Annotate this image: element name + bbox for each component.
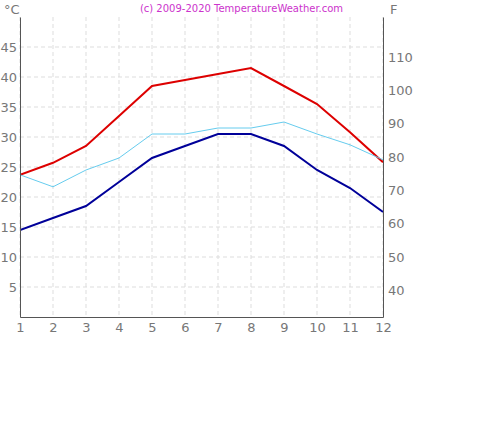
tick: 60 xyxy=(383,216,405,231)
tick: 100 xyxy=(383,83,413,98)
tick: 10 xyxy=(309,317,326,335)
axis-line xyxy=(383,18,384,318)
grid-line-y xyxy=(20,227,383,228)
tick-label: 2 xyxy=(49,320,57,335)
tick: 12 xyxy=(375,317,392,335)
tick: 8 xyxy=(247,317,255,335)
tick-label: 10 xyxy=(309,320,326,335)
tick-label: 1 xyxy=(16,320,24,335)
tick-label: 3 xyxy=(82,320,90,335)
tick-label: 10 xyxy=(0,250,17,265)
x-axis: 123456789101112 xyxy=(16,317,391,335)
tick: 1 xyxy=(16,317,24,335)
tick: 10 xyxy=(0,250,20,265)
tick-label: 9 xyxy=(280,320,288,335)
tick: 3 xyxy=(82,317,90,335)
tick-label: 70 xyxy=(388,183,405,198)
tick-label: 110 xyxy=(388,50,413,65)
tick: 40 xyxy=(383,283,405,298)
tick: 30 xyxy=(0,130,20,145)
tick: 80 xyxy=(383,150,405,165)
tick: 25 xyxy=(0,160,20,175)
grid-line-y xyxy=(20,47,383,48)
tick-label: 12 xyxy=(375,320,392,335)
grid-line-x xyxy=(383,17,384,317)
chart: 1234567891011125101520253035404540506070… xyxy=(0,0,504,425)
grid-line-y xyxy=(20,197,383,198)
grid-line-y xyxy=(20,167,383,168)
tick: 5 xyxy=(9,280,20,295)
y2-axis-title: F xyxy=(390,2,397,17)
tick: 110 xyxy=(383,50,413,65)
y-axis-title: °C xyxy=(4,2,20,17)
tick-label: 8 xyxy=(247,320,255,335)
tick-label: 5 xyxy=(9,280,17,295)
tick: 11 xyxy=(342,317,359,335)
tick-label: 5 xyxy=(148,320,156,335)
tick-label: 11 xyxy=(342,320,359,335)
tick: 35 xyxy=(0,100,20,115)
grid-line-x xyxy=(20,17,21,317)
grid-line-x xyxy=(53,17,54,317)
tick-label: 90 xyxy=(388,116,405,131)
tick: 15 xyxy=(0,220,20,235)
y-axis: 5 10 15 20 25 30 35 40 45 xyxy=(0,18,20,318)
tick: 20 xyxy=(0,190,20,205)
tick: 90 xyxy=(383,116,405,131)
tick-label: 15 xyxy=(0,220,17,235)
grid-line-y xyxy=(20,287,383,288)
grid-line-x xyxy=(284,17,285,317)
tick: 7 xyxy=(214,317,222,335)
tick: 40 xyxy=(0,70,20,85)
tick-label: 6 xyxy=(181,320,189,335)
series-line xyxy=(20,68,383,175)
tick-label: 60 xyxy=(388,216,405,231)
grid-line-x xyxy=(152,17,153,317)
tick-label: 30 xyxy=(0,130,17,145)
tick: 45 xyxy=(0,40,20,55)
axis-line xyxy=(20,18,21,318)
tick: 70 xyxy=(383,183,405,198)
tick-label: 40 xyxy=(0,70,17,85)
tick-label: 45 xyxy=(0,40,17,55)
tick-label: 100 xyxy=(388,83,413,98)
tick: 4 xyxy=(115,317,123,335)
tick: 9 xyxy=(280,317,288,335)
tick-label: 80 xyxy=(388,150,405,165)
grid xyxy=(20,17,383,317)
tick-label: 20 xyxy=(0,190,17,205)
tick: 6 xyxy=(181,317,189,335)
series-line xyxy=(20,134,383,230)
tick-label: 7 xyxy=(214,320,222,335)
title: (c) 2009-2020 TemperatureWeather.com xyxy=(140,3,343,14)
y2-axis: 40 50 60 70 80 90 100 110 xyxy=(383,18,413,318)
tick: 2 xyxy=(49,317,57,335)
tick-label: 50 xyxy=(388,250,405,265)
lines xyxy=(20,68,383,230)
grid-line-y xyxy=(20,257,383,258)
tick-label: 35 xyxy=(0,100,17,115)
tick-label: 4 xyxy=(115,320,123,335)
grid-line-y xyxy=(20,107,383,108)
tick: 50 xyxy=(383,250,405,265)
tick: 5 xyxy=(148,317,156,335)
tick-label: 25 xyxy=(0,160,17,175)
axis-line xyxy=(21,317,384,318)
tick-label: 40 xyxy=(388,283,405,298)
